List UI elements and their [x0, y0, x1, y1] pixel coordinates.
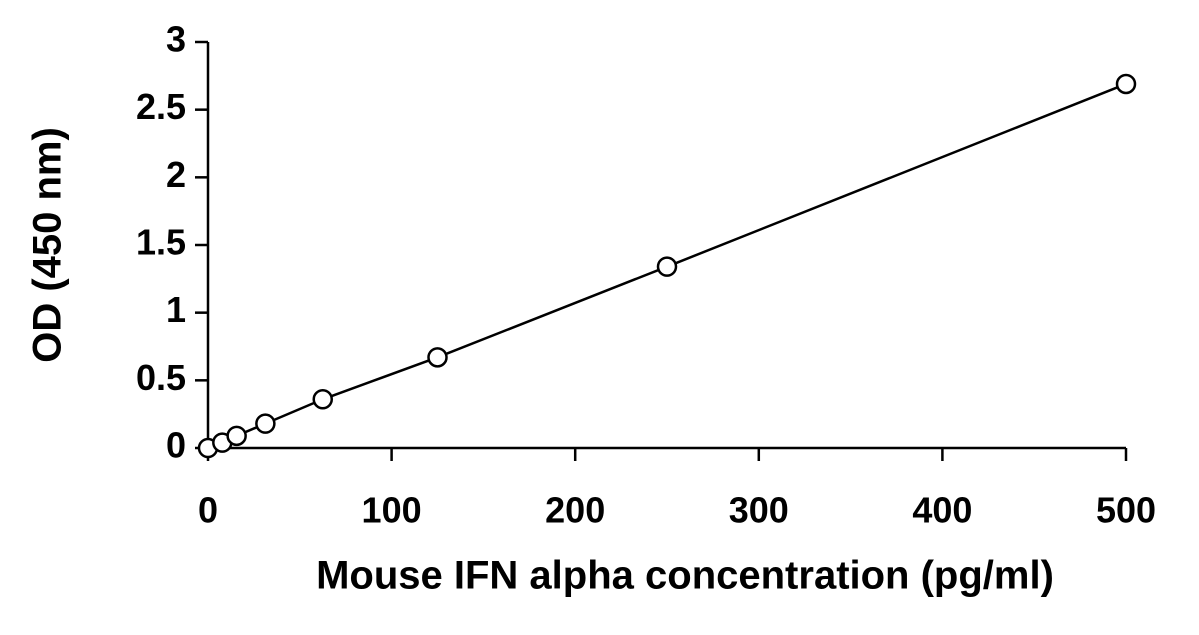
x-tick-label: 0	[198, 490, 218, 531]
y-tick-label: 1	[166, 289, 186, 330]
data-point	[1115, 73, 1137, 95]
data-point	[656, 256, 678, 277]
y-tick-label: 1.5	[136, 222, 186, 263]
y-axis-title: OD (450 nm)	[26, 127, 70, 363]
data-point	[312, 389, 333, 410]
data-point	[427, 347, 448, 368]
y-tick-label: 3	[166, 19, 186, 60]
y-tick-label: 2.5	[136, 86, 186, 127]
x-tick-label: 200	[545, 490, 605, 531]
x-tick-label: 400	[912, 490, 972, 531]
y-tick-label: 0.5	[136, 357, 186, 398]
x-axis-title: Mouse IFN alpha concentration (pg/ml)	[316, 554, 1054, 598]
x-tick-label: 500	[1096, 490, 1156, 531]
x-tick-label: 300	[729, 490, 789, 531]
y-tick-label: 2	[166, 154, 186, 195]
y-tick-label: 0	[166, 425, 186, 466]
data-point	[255, 413, 276, 434]
data-point	[226, 425, 247, 447]
x-tick-label: 100	[362, 490, 422, 531]
